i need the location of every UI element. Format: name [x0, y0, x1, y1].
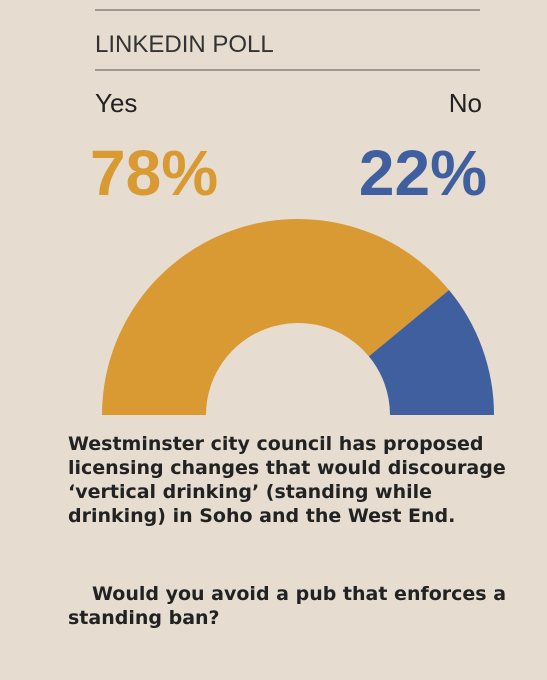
- legend-label: No: [449, 88, 482, 118]
- arc-segment: [368, 290, 494, 415]
- question-text: Would you avoid a pub that enforces a st…: [68, 583, 507, 629]
- arc-segment: [102, 218, 450, 415]
- question-text: Westminster city council has proposed li…: [68, 433, 506, 527]
- value-label: 22%: [359, 137, 487, 209]
- legend-label: Yes: [95, 88, 137, 118]
- value-label: 78%: [90, 137, 218, 209]
- chart-title: LINKEDIN POLL: [95, 31, 274, 58]
